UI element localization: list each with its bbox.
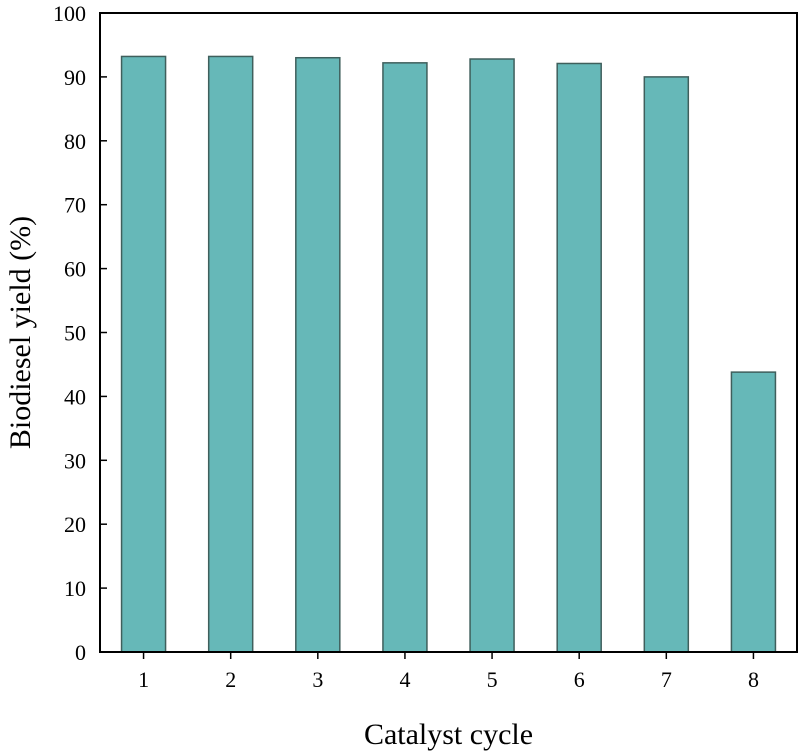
x-tick-label: 3	[312, 667, 323, 692]
y-tick-label: 90	[64, 65, 86, 90]
x-tick-label: 6	[574, 667, 585, 692]
bar-cycle-1	[120, 55, 167, 653]
x-tick-label: 2	[225, 667, 236, 692]
bar-cycle-4	[382, 62, 428, 653]
y-tick-label: 30	[64, 448, 86, 473]
x-tick-label: 1	[138, 667, 149, 692]
y-tick-label: 20	[64, 512, 86, 537]
y-tick-label: 0	[75, 640, 86, 665]
x-axis-ticks: 1 2 3 4 5 6 7 8	[138, 652, 759, 692]
bar-cycle-7	[643, 76, 690, 653]
x-tick-label: 5	[487, 667, 498, 692]
bar-cycle-8	[730, 371, 777, 653]
y-tick-label: 80	[64, 129, 86, 154]
bar-cycle-3	[295, 56, 341, 653]
bar-cycle-6	[556, 62, 602, 653]
y-tick-label: 40	[64, 384, 86, 409]
x-tick-label: 7	[661, 667, 672, 692]
y-tick-label: 60	[64, 257, 86, 282]
x-tick-label: 4	[399, 667, 410, 692]
bar-cycle-5	[469, 58, 515, 653]
y-tick-label: 100	[53, 1, 86, 26]
bar-cycle-2	[207, 55, 254, 653]
y-axis-ticks: 0 10 20 30 40 50 60 70 80 90 100	[53, 1, 107, 665]
x-axis-title: Catalyst cycle	[364, 718, 533, 751]
bars-layer	[120, 55, 777, 653]
y-tick-label: 50	[64, 321, 86, 346]
x-tick-label: 8	[748, 667, 759, 692]
y-tick-label: 10	[64, 576, 86, 601]
plot-frame	[99, 12, 798, 653]
y-axis-title: Biodiesel yield (%)	[4, 216, 37, 449]
y-tick-label: 70	[64, 193, 86, 218]
